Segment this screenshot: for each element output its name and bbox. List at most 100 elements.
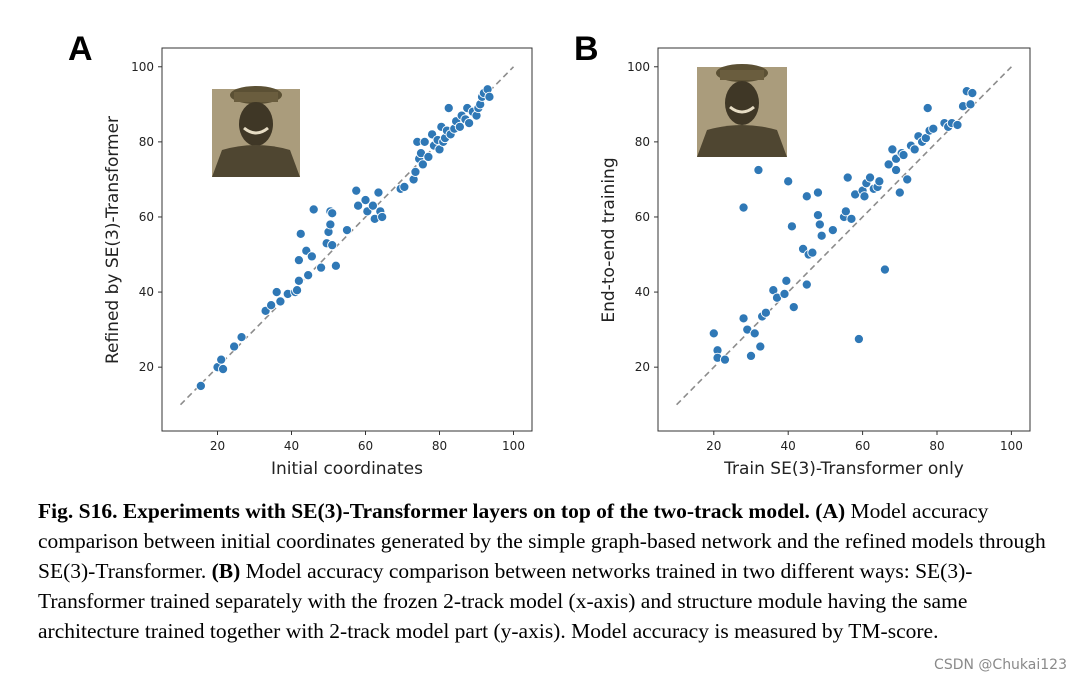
data-point-b-44 <box>883 159 894 170</box>
data-point-a-8 <box>271 287 282 298</box>
data-point-b-42 <box>874 176 885 187</box>
data-point-a-0 <box>195 380 206 391</box>
data-point-b-26 <box>812 187 824 198</box>
x-tick-label-a-60: 60 <box>358 439 373 453</box>
data-point-b-5 <box>738 202 749 213</box>
data-point-b-16 <box>781 275 792 286</box>
caption-label-b: (B) <box>211 559 241 583</box>
portrait-photo-b <box>697 64 787 157</box>
data-point-b-25 <box>812 210 824 221</box>
data-point-a-4 <box>229 341 240 352</box>
data-point-b-63 <box>952 119 963 131</box>
data-point-b-45 <box>887 144 898 155</box>
data-point-b-31 <box>840 206 851 217</box>
data-point-b-10 <box>755 341 766 352</box>
y-tick-label-b-60: 60 <box>635 210 650 224</box>
data-point-b-35 <box>853 333 864 345</box>
y-tick-label-b-80: 80 <box>635 135 650 149</box>
data-point-b-32 <box>842 172 853 183</box>
x-axis-label-a: Initial coordinates <box>271 459 423 479</box>
ticks-b: 20 40 60 80 100 20 40 60 80 100 <box>627 60 1023 453</box>
data-point-a-26 <box>327 208 338 219</box>
figure-caption: Fig. S16. Experiments with SE(3)-Transfo… <box>38 496 1058 646</box>
x-tick-label-a-40: 40 <box>284 439 299 453</box>
watermark: CSDN @Chukai123 <box>934 657 1067 673</box>
data-point-b-12 <box>760 307 771 318</box>
x-axis-label-b: Train SE(3)-Transformer only <box>723 459 964 479</box>
y-tick-label-a-60: 60 <box>139 210 154 224</box>
data-point-b-15 <box>779 288 790 299</box>
data-point-a-3 <box>217 363 229 375</box>
y-tick-label-a-100: 100 <box>131 60 154 74</box>
data-point-a-30 <box>353 200 364 211</box>
points-a <box>195 84 495 391</box>
data-point-b-22 <box>801 191 812 202</box>
data-point-b-19 <box>788 302 799 313</box>
data-point-a-45 <box>417 159 428 170</box>
data-point-a-14 <box>293 255 304 266</box>
data-point-a-41 <box>410 166 421 177</box>
data-point-a-12 <box>291 285 303 296</box>
data-point-a-28 <box>341 225 353 236</box>
data-point-b-18 <box>786 221 797 232</box>
x-tick-label-a-100: 100 <box>502 439 525 453</box>
caption-text-a: Model accuracy comparison between initia… <box>38 499 1046 583</box>
caption-text-b: Model accuracy comparison between networ… <box>38 559 973 643</box>
x-tick-label-a-20: 20 <box>210 439 225 453</box>
scatter-panel-b: B 20 40 60 80 100 20 40 60 80 100 Train SE(3)-Tra… <box>574 30 1031 479</box>
data-point-b-59 <box>928 123 939 134</box>
data-point-a-29 <box>351 185 362 196</box>
x-tick-label-a-80: 80 <box>432 439 447 453</box>
data-point-b-29 <box>827 225 838 236</box>
data-point-b-53 <box>909 144 920 155</box>
data-point-b-17 <box>783 176 794 187</box>
data-point-b-24 <box>807 247 818 258</box>
x-tick-label-b-60: 60 <box>855 439 870 453</box>
data-point-a-37 <box>377 211 388 223</box>
data-point-b-0 <box>708 328 719 339</box>
x-tick-label-b-40: 40 <box>781 439 796 453</box>
data-point-b-3 <box>719 354 731 365</box>
data-point-a-72 <box>484 91 495 102</box>
data-point-a-15 <box>295 228 306 239</box>
data-point-b-4 <box>738 313 749 324</box>
data-point-b-39 <box>864 172 876 183</box>
data-point-a-31 <box>360 195 371 206</box>
data-point-b-9 <box>753 164 764 176</box>
data-point-b-27 <box>814 219 825 230</box>
data-point-a-47 <box>423 151 434 162</box>
data-point-a-9 <box>275 296 286 307</box>
y-tick-label-a-20: 20 <box>139 360 154 374</box>
data-point-a-17 <box>303 270 314 281</box>
ticks-a: 20 40 60 80 100 20 40 60 80 100 <box>131 60 525 453</box>
data-point-b-66 <box>965 99 976 110</box>
y-tick-label-b-100: 100 <box>627 60 650 74</box>
data-point-a-60 <box>454 121 465 132</box>
data-point-b-7 <box>745 350 757 361</box>
portrait-photo-a <box>212 86 300 177</box>
data-point-a-27 <box>330 260 341 271</box>
data-point-b-43 <box>879 264 890 275</box>
y-tick-label-a-40: 40 <box>139 285 154 299</box>
points-b <box>708 86 978 365</box>
panel-label-a: A <box>68 30 93 68</box>
data-point-b-57 <box>922 103 933 114</box>
caption-title: Fig. S16. Experiments with SE(3)-Transfo… <box>38 499 810 523</box>
data-point-a-35 <box>373 187 384 198</box>
data-point-a-56 <box>443 103 454 114</box>
data-point-b-28 <box>816 230 827 241</box>
y-tick-label-b-40: 40 <box>635 285 650 299</box>
y-axis-label-a: Refined by SE(3)-Transformer <box>103 116 123 364</box>
caption-label-a: (A) <box>815 499 846 523</box>
data-point-a-39 <box>399 181 410 192</box>
data-point-a-46 <box>419 136 430 147</box>
data-point-b-8 <box>749 328 760 339</box>
data-point-a-5 <box>236 332 247 343</box>
data-point-a-20 <box>316 262 327 273</box>
data-point-b-48 <box>894 187 905 198</box>
data-point-a-7 <box>266 300 277 311</box>
data-point-a-25 <box>327 240 338 251</box>
y-tick-label-b-20: 20 <box>635 360 650 374</box>
figure-canvas: A 20 40 60 80 100 20 40 60 80 100 Initial coordin… <box>68 30 1031 479</box>
data-point-b-67 <box>967 88 978 99</box>
